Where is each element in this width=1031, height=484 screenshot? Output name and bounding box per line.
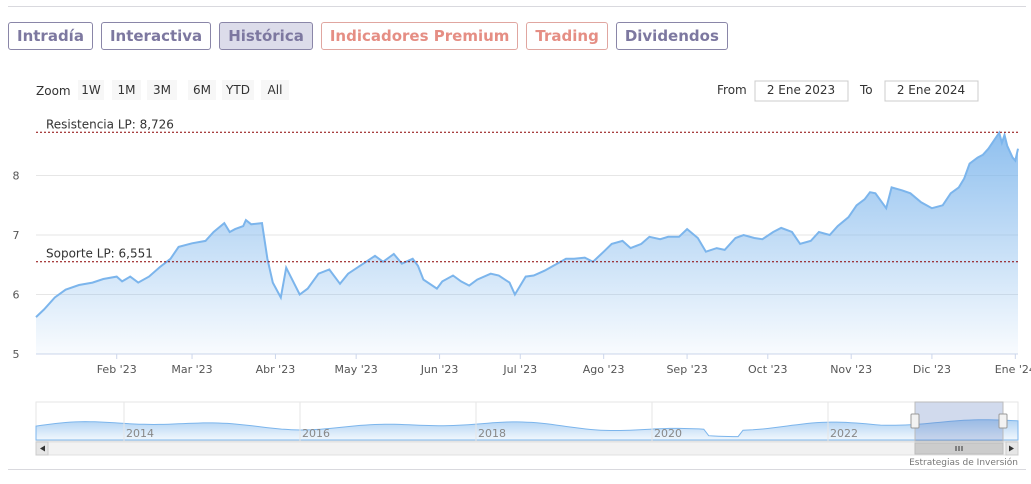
- zoom-button-ytd[interactable]: [222, 80, 254, 100]
- navigator-left-handle[interactable]: [910, 413, 920, 429]
- x-tick-label: Dic '23: [913, 363, 951, 376]
- to-date-value: 2 Ene 2024: [897, 83, 965, 97]
- x-tick-label: Mar '23: [171, 363, 212, 376]
- resistance-label: Resistencia LP: 8,726: [46, 117, 174, 131]
- x-tick-label: Ago '23: [583, 363, 625, 376]
- from-date-input[interactable]: [754, 80, 849, 102]
- zoom-buttons: 1W 1M 3M 6M YTD All: [78, 80, 289, 100]
- price-line: [35, 130, 1019, 318]
- y-tick-label: 7: [13, 229, 20, 242]
- chart-credit: Estrategias de Inversión: [909, 457, 1018, 468]
- tab-trading[interactable]: Trading: [526, 22, 608, 50]
- chart-tabs: Intradía Interactiva Histórica Indicador…: [8, 22, 728, 50]
- y-tick-label: 6: [13, 289, 20, 302]
- zoom-button-1w[interactable]: [78, 80, 104, 100]
- support-label: Soporte LP: 6,551: [46, 247, 153, 261]
- navigator-series: [35, 419, 1019, 441]
- x-tick-label: Feb '23: [97, 363, 137, 376]
- navigator-year-label: 2016: [302, 427, 330, 440]
- to-date-input[interactable]: [884, 80, 979, 102]
- x-tick-label: May '23: [335, 363, 378, 376]
- scrollbar-grip-icon: [955, 446, 963, 451]
- zoom-button-label: 1M: [118, 83, 136, 97]
- top-divider: [8, 6, 1026, 7]
- scroll-right-arrow-icon: [1009, 445, 1014, 452]
- reference-lines: Resistencia LP: 8,726 Soporte LP: 6,551: [36, 117, 1018, 263]
- y-axis-labels: 5 6 7 8: [13, 170, 20, 362]
- zoom-button-3m[interactable]: [147, 80, 177, 100]
- x-tick-label: Jul '23: [502, 363, 537, 376]
- navigator-selection[interactable]: [914, 401, 1004, 442]
- zoom-button-label: All: [268, 83, 283, 97]
- bottom-divider: [8, 469, 1026, 470]
- x-tick-label: Nov '23: [830, 363, 872, 376]
- tab-interactiva[interactable]: Interactiva: [100, 22, 212, 50]
- navigator-year-label: 2022: [830, 427, 858, 440]
- tab-historica[interactable]: Histórica: [219, 22, 313, 50]
- zoom-button-label: 3M: [153, 83, 171, 97]
- x-tick-label: Jun '23: [420, 363, 459, 376]
- from-label: From: [717, 83, 747, 97]
- x-axis-labels: Feb '23 Mar '23 Abr '23 May '23 Jun '23 Jul '…: [97, 354, 1031, 376]
- x-tick-label: Ene '24: [995, 363, 1031, 376]
- y-tick-label: 8: [13, 170, 20, 183]
- zoom-label: Zoom: [36, 84, 71, 98]
- price-area: [36, 132, 1018, 354]
- navigator-year-label: 2018: [478, 427, 506, 440]
- navigator-right-handle[interactable]: [998, 413, 1008, 429]
- zoom-button-label: YTD: [225, 83, 250, 97]
- x-tick-label: Sep '23: [666, 363, 707, 376]
- scrollbar-track[interactable]: [35, 441, 1019, 456]
- to-label: To: [859, 83, 873, 97]
- navigator-year-label: 2020: [654, 427, 682, 440]
- tab-indicadores-premium[interactable]: Indicadores Premium: [320, 22, 519, 50]
- y-tick-label: 5: [13, 348, 20, 361]
- x-tick-label: Abr '23: [256, 363, 296, 376]
- navigator-year-label: 2014: [126, 427, 154, 440]
- zoom-button-label: 6M: [193, 83, 211, 97]
- zoom-button-label: 1W: [81, 83, 101, 97]
- scroll-left-arrow-icon: [40, 445, 45, 452]
- zoom-button-6m[interactable]: [188, 80, 216, 100]
- x-tick-label: Oct '23: [748, 363, 788, 376]
- tab-intradia[interactable]: Intradía: [8, 22, 93, 50]
- zoom-button-all[interactable]: [261, 80, 289, 100]
- from-date-value: 2 Ene 2023: [767, 83, 835, 97]
- tab-dividendos[interactable]: Dividendos: [615, 22, 728, 50]
- navigator-year-labels: 2014 2016 2018 2020 2022: [123, 402, 858, 441]
- zoom-button-1m[interactable]: [112, 80, 141, 100]
